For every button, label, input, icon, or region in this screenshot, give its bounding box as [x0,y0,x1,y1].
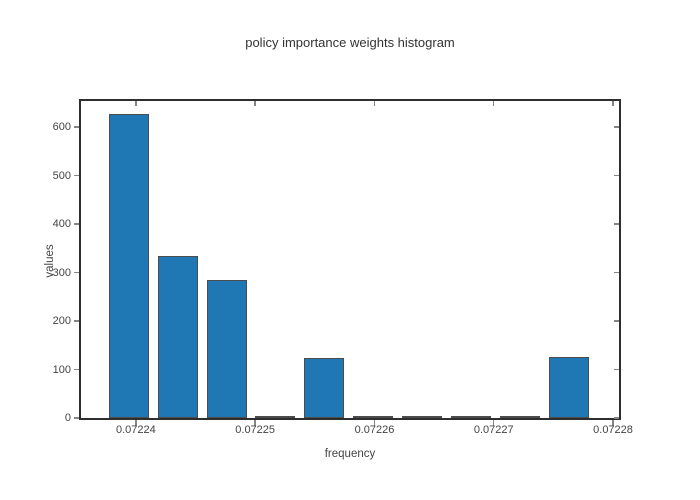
x-axis-title: frequency [324,448,376,460]
y-tick-right-mirror [613,320,619,322]
histogram-bar[interactable] [548,356,589,418]
plot-area[interactable] [79,99,621,420]
histogram-bar[interactable] [353,416,394,418]
y-tick-right-mirror [613,271,619,274]
histogram-bar[interactable] [108,114,149,418]
x-tick-label: 0.07225 [235,424,276,436]
histogram-bar[interactable] [402,416,443,418]
histogram-bar[interactable] [500,416,540,418]
x-tick-label: 0.07224 [115,424,156,436]
y-tick-left [73,174,79,177]
x-tick-label: 0.07226 [354,424,395,436]
y-tick-label: 100 [52,363,71,376]
x-tick-top-mirror [254,101,256,106]
histogram-bar[interactable] [255,416,296,418]
y-tick-left [73,126,79,128]
x-tick-top-mirror [373,101,376,106]
y-tick-right-mirror [613,223,619,225]
y-tick-right-mirror [613,417,619,419]
histogram-bar[interactable] [304,357,345,418]
chart-title: policy importance weights histogram [245,35,455,50]
y-tick-label: 300 [52,266,71,279]
y-tick-label: 500 [52,169,71,182]
y-tick-left [73,417,79,419]
y-tick-left [73,223,79,225]
x-tick-bottom [254,420,256,426]
x-tick-bottom [492,420,495,426]
y-tick-left [73,320,79,322]
y-tick-right-mirror [613,174,619,177]
histogram-bar[interactable] [206,279,247,418]
x-tick-label: 0.07227 [473,424,514,436]
y-tick-right-mirror [613,368,619,371]
x-tick-top-mirror [612,101,614,106]
x-tick-label: 0.07228 [593,424,633,436]
y-tick-left [73,271,79,274]
y-tick-label: 0 [64,412,71,424]
x-tick-top-mirror [135,101,137,106]
y-tick-label: 600 [52,121,71,134]
x-tick-bottom [373,420,376,426]
histogram-bar[interactable] [451,416,492,418]
x-tick-bottom [612,420,614,426]
y-tick-right-mirror [613,126,619,128]
x-tick-bottom [135,420,137,426]
y-tick-label: 200 [52,315,71,328]
y-tick-label: 400 [52,218,71,231]
y-tick-left [73,368,79,371]
histogram-bar[interactable] [157,255,198,418]
x-tick-top-mirror [492,101,495,106]
